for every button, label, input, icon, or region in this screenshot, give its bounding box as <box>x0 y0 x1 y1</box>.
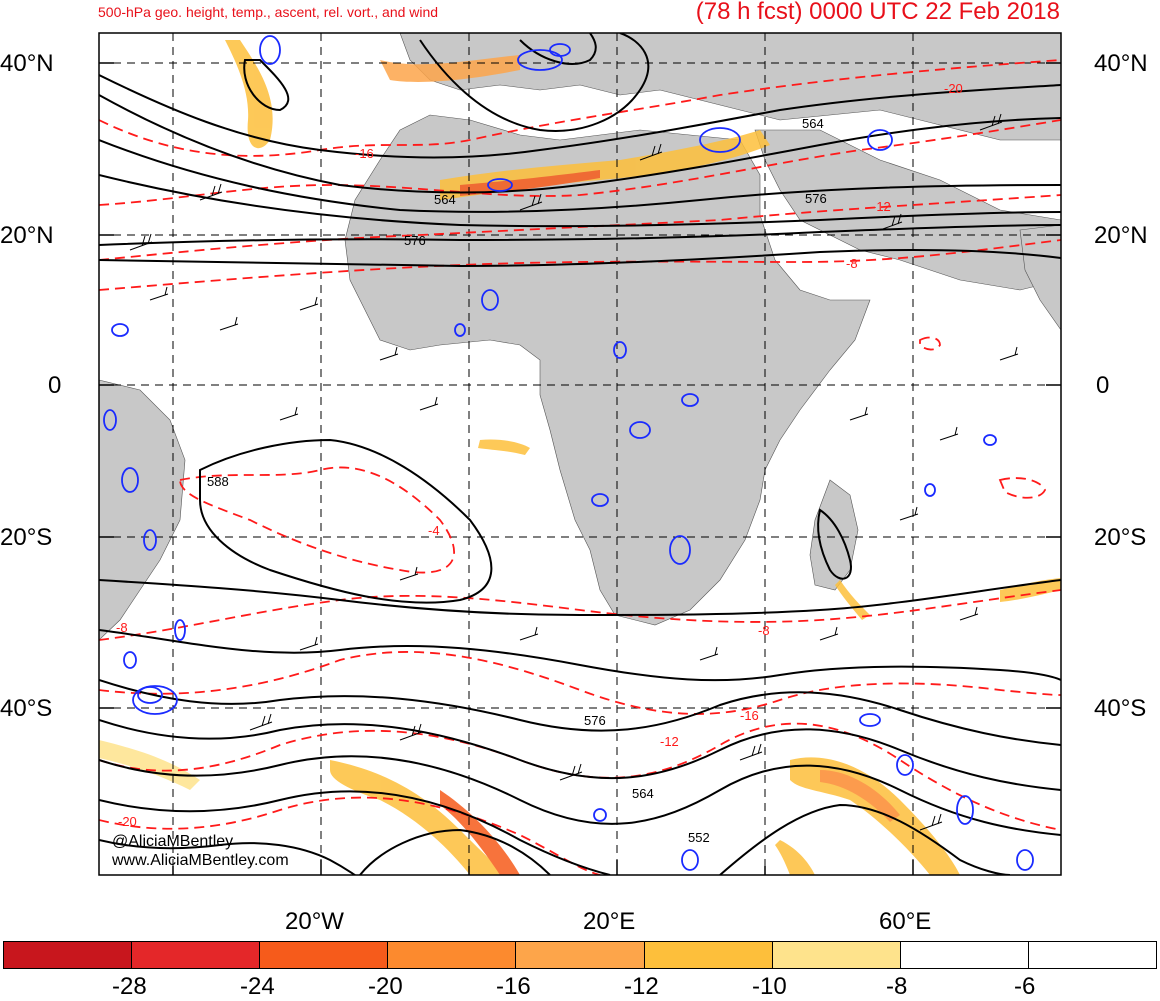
colorbar-tick-label: -16 <box>496 973 531 1000</box>
madagascar <box>809 479 859 591</box>
colorbar <box>3 941 1157 969</box>
temperature-label: -16 <box>740 708 759 723</box>
height-label: 564 <box>802 116 824 131</box>
colorbar-tick-label: -28 <box>112 973 147 1000</box>
lat-label-left: 20°S <box>0 524 53 551</box>
temperature-labels: -16 -20 -12 -8 -4 -8 -8 -12 -16 -20 <box>116 81 963 829</box>
wind-barbs <box>129 113 1019 831</box>
temperature-label: -12 <box>660 734 679 749</box>
lat-label-right: 20°N <box>1094 222 1148 249</box>
lat-label-left: 0 <box>48 372 62 399</box>
height-label: 576 <box>584 713 606 728</box>
height-label: 552 <box>688 830 710 845</box>
colorbar-tick-label: -20 <box>368 973 403 1000</box>
ascent-contours <box>103 35 1034 871</box>
height-label: 588 <box>207 474 229 489</box>
map-frame <box>98 32 1062 876</box>
colorbar-tick-label: -8 <box>886 973 908 1000</box>
africa-landmass <box>344 114 871 626</box>
credit-handle: @AliciaMBentley <box>112 833 234 850</box>
lat-label-right: 20°S <box>1094 524 1147 551</box>
vorticity-shading <box>99 40 1061 875</box>
height-label: 564 <box>632 786 654 801</box>
credit-url: www.AliciaMBentley.com <box>112 852 289 869</box>
lat-label-left: 40°N <box>0 50 54 77</box>
lat-label-right: 40°S <box>1094 695 1147 722</box>
colorbar-swatch <box>644 942 773 968</box>
temperature-label: -16 <box>355 146 374 161</box>
temperature-label: -20 <box>118 814 137 829</box>
colorbar-tick-label: -12 <box>624 973 659 1000</box>
lat-label-right: 0 <box>1096 372 1110 399</box>
colorbar-tick-label: -10 <box>752 973 787 1000</box>
colorbar-swatch <box>132 942 261 968</box>
temperature-label: -4 <box>428 523 440 538</box>
south-america <box>99 379 186 641</box>
lon-label: 20°W <box>285 908 344 935</box>
height-contours <box>99 33 1061 875</box>
map-title: 500-hPa geo. height, temp., ascent, rel.… <box>98 4 439 20</box>
colorbar-tick-label: -6 <box>1014 973 1036 1000</box>
lon-label: 20°E <box>583 908 636 935</box>
credit: @AliciaMBentley www.AliciaMBentley.com <box>112 832 289 870</box>
lat-label-right: 40°N <box>1094 50 1148 77</box>
lat-label-left: 40°S <box>0 695 53 722</box>
temperature-label: -8 <box>116 620 128 635</box>
height-label: 576 <box>404 233 426 248</box>
height-labels: 564 564 576 576 588 576 564 552 <box>207 116 827 845</box>
colorbar-swatch <box>260 942 389 968</box>
colorbar-swatch <box>900 942 1029 968</box>
colorbar-swatch <box>772 942 901 968</box>
forecast-time: (78 h fcst) 0000 UTC 22 Feb 2018 <box>695 0 1060 25</box>
graticule <box>99 33 1061 875</box>
height-label: 576 <box>805 191 827 206</box>
colorbar-tick-label: -24 <box>240 973 275 1000</box>
axis-ticks <box>99 62 1061 875</box>
temperature-label: -8 <box>758 623 770 638</box>
temperature-label: -8 <box>846 256 858 271</box>
lat-label-left: 20°N <box>0 222 54 249</box>
colorbar-swatch <box>4 942 133 968</box>
temperature-label: -12 <box>872 199 891 214</box>
height-label: 564 <box>434 192 456 207</box>
colorbar-swatch <box>1028 942 1156 968</box>
lon-label: 60°E <box>879 908 932 935</box>
europe-asia <box>399 33 1061 141</box>
colorbar-swatch <box>516 942 645 968</box>
colorbar-swatch <box>388 942 517 968</box>
temperature-label: -20 <box>944 81 963 96</box>
